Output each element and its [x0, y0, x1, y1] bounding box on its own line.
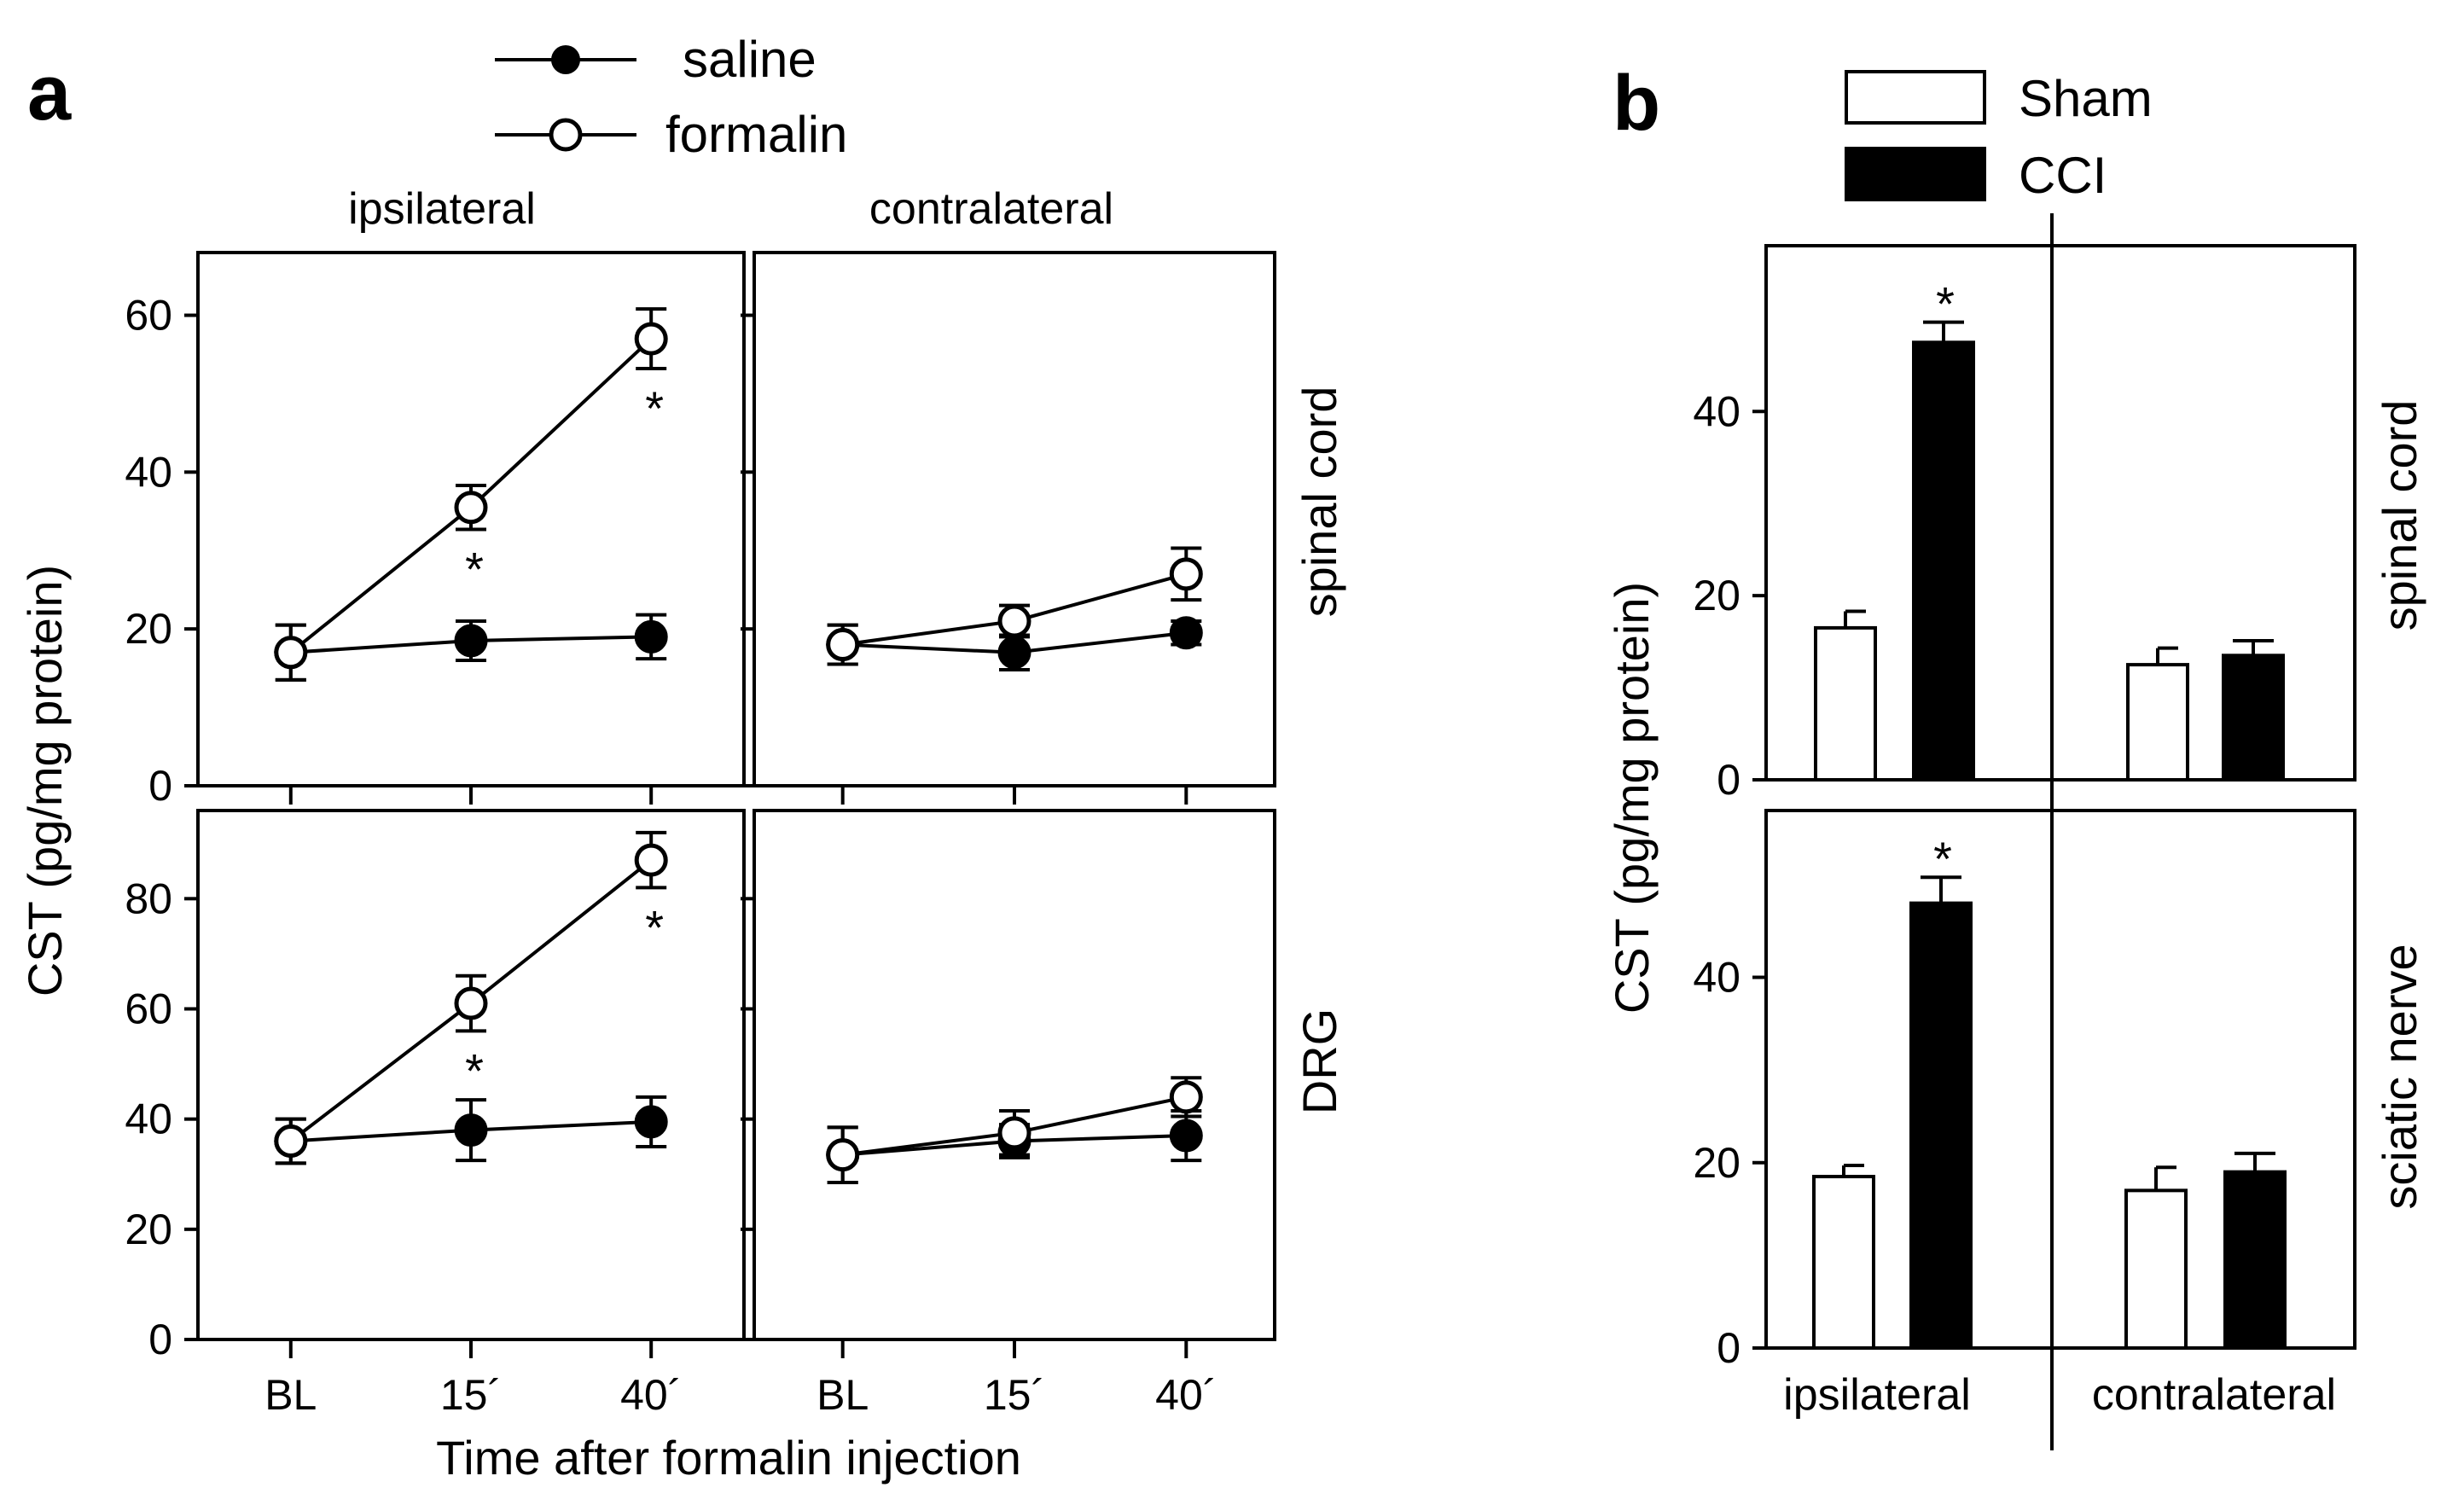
legend-formalin-marker [549, 118, 583, 152]
a-ipsilateral-drg-xtick-label-40: 40´ [620, 1371, 682, 1419]
a-contralateral-drg-frame [753, 809, 1276, 1341]
a-contralateral-spinal-cord-plot [741, 251, 1276, 805]
legend-sham-label: Sham [2019, 70, 2153, 127]
b-sciatic-nerve-contralateral-sham-bar [2124, 1188, 2188, 1351]
panel-b-category-label-ipsilateral: ipsilateral [1783, 1370, 1971, 1420]
b-spinal-cord-ipsilateral-cci-significance: * [1936, 277, 1955, 331]
b-spinal-cord-plot: 0 20 40 * [1693, 244, 2356, 804]
b-spinal-cord-frame [1764, 244, 2356, 782]
legend-formalin-label: formalin [665, 106, 847, 163]
column-label-ipsilateral: ipsilateral [348, 184, 536, 234]
a-ipsilateral-spinal-cord-formalin-point-1 [454, 491, 488, 525]
panel-b-letter: b [1613, 60, 1660, 147]
a-ipsilateral-drg-xtick-label-bl: BL [264, 1371, 317, 1419]
a-contralateral-spinal-cord-saline-point-2 [1169, 616, 1203, 650]
a-ipsilateral-spinal-cord-ytick-label-40: 40 [125, 448, 172, 496]
b-spinal-cord-contralateral-sham-bar [2126, 663, 2189, 782]
b-sciatic-nerve-ipsilateral-cci-significance: * [1933, 832, 1952, 886]
a-ipsilateral-drg-plot: 0 20 40 60 80 BL 15´ 40´ * * [125, 809, 746, 1419]
a-ipsilateral-spinal-cord-saline-point-2 [634, 619, 668, 654]
a-ipsilateral-spinal-cord-ytick-label-0: 0 [148, 762, 172, 810]
b-spinal-cord-ytick-label-40: 40 [1693, 387, 1740, 435]
b-sciatic-nerve-frame [1764, 809, 2356, 1350]
a-ipsilateral-spinal-cord-formalin-point-2 [634, 322, 668, 356]
b-sciatic-nerve-ipsilateral-cci-bar [1909, 901, 1973, 1351]
a-contralateral-spinal-cord-formalin-point-1 [997, 604, 1032, 638]
a-ipsilateral-drg-ytick-label-80: 80 [125, 875, 172, 922]
a-contralateral-spinal-cord-frame [753, 251, 1276, 787]
a-ipsilateral-drg-formalin-point-2 [634, 843, 668, 877]
a-ipsilateral-drg-ytick-label-20: 20 [125, 1206, 172, 1253]
a-ipsilateral-drg-formalin-point-1 [454, 986, 488, 1020]
b-spinal-cord-ytick-label-20: 20 [1693, 572, 1740, 619]
panel-b-category-label-contralateral: contralateral [2092, 1370, 2336, 1420]
a-ipsilateral-drg-xtick-label-15: 15´ [440, 1371, 502, 1419]
legend-cci-label: CCI [2019, 147, 2107, 204]
legend-a: saline formalin [495, 31, 847, 163]
legend-sham-swatch [1845, 70, 1986, 125]
b-sciatic-nerve-ytick-label-20: 20 [1693, 1139, 1740, 1187]
row-label-spinal-cord-a: spinal cord [1293, 386, 1346, 618]
a-contralateral-spinal-cord-formalin-point-0 [826, 628, 860, 662]
a-ipsilateral-spinal-cord-formalin-significance-2: * [645, 381, 664, 435]
b-spinal-cord-ipsilateral-sham-bar [1814, 625, 1877, 782]
a-ipsilateral-drg-formalin-point-0 [274, 1124, 308, 1158]
legend-saline-label: saline [683, 31, 816, 88]
column-label-contralateral: contralateral [869, 184, 1113, 234]
panel-a-plots: 0 20 40 60 * * 0 20 40 60 80 BL 15´ 40´ * * BL 15´ 40´ [125, 251, 1276, 1419]
a-ipsilateral-spinal-cord-ytick-label-60: 60 [125, 292, 172, 340]
b-spinal-cord-contralateral-cci-bar [2222, 654, 2285, 782]
a-ipsilateral-spinal-cord-formalin-significance-1: * [465, 542, 484, 596]
a-contralateral-drg-xtick-label-15: 15´ [984, 1371, 1045, 1419]
a-ipsilateral-drg-saline-point-2 [634, 1105, 668, 1139]
a-contralateral-drg-formalin-point-2 [1169, 1080, 1203, 1114]
a-ipsilateral-drg-formalin-significance-2: * [645, 900, 664, 954]
a-ipsilateral-spinal-cord-formalin-point-0 [274, 636, 308, 670]
a-ipsilateral-drg-ytick-label-0: 0 [148, 1316, 172, 1363]
panel-a-x-axis-title: Time after formalin injection [436, 1431, 1021, 1485]
row-label-spinal-cord-b: spinal cord [2373, 400, 2426, 631]
a-ipsilateral-drg-saline-point-1 [454, 1113, 488, 1148]
panel-a-letter: a [27, 49, 72, 137]
b-sciatic-nerve-ipsilateral-sham-bar [1812, 1175, 1875, 1351]
a-contralateral-drg-xtick-label-40: 40´ [1155, 1371, 1217, 1419]
legend-cci-swatch [1845, 147, 1986, 201]
b-sciatic-nerve-ytick-label-0: 0 [1717, 1324, 1740, 1372]
panel-a-y-axis-title: CST (pg/mg protein) [18, 565, 72, 997]
legend-b: Sham CCI [1845, 70, 2153, 204]
a-contralateral-spinal-cord-formalin-point-2 [1169, 557, 1203, 591]
a-contralateral-drg-saline-point-2 [1169, 1119, 1203, 1153]
a-contralateral-drg-formalin-point-0 [826, 1138, 860, 1172]
row-label-sciatic-nerve: sciatic nerve [2373, 944, 2426, 1209]
a-contralateral-spinal-cord-saline-point-1 [997, 636, 1032, 670]
legend-saline-marker [551, 45, 580, 74]
a-ipsilateral-spinal-cord-plot: 0 20 40 60 * * [125, 251, 746, 810]
b-spinal-cord-ytick-label-0: 0 [1717, 756, 1740, 804]
a-contralateral-drg-formalin-point-1 [997, 1116, 1032, 1150]
b-spinal-cord-ipsilateral-cci-bar [1912, 340, 1975, 782]
a-ipsilateral-drg-formalin-significance-1: * [465, 1043, 484, 1097]
row-label-drg: DRG [1293, 1008, 1346, 1114]
a-ipsilateral-spinal-cord-ytick-label-20: 20 [125, 605, 172, 653]
panel-b-plots: 0 20 40 * 0 20 40 * ipsilateral contralateral [1693, 213, 2356, 1450]
a-contralateral-drg-xtick-label-bl: BL [816, 1371, 869, 1419]
b-sciatic-nerve-plot: 0 20 40 * [1693, 809, 2356, 1372]
a-ipsilateral-spinal-cord-saline-point-1 [454, 624, 488, 658]
a-ipsilateral-drg-ytick-label-60: 60 [125, 985, 172, 1033]
panel-b-y-axis-title: CST (pg/mg protein) [1605, 582, 1659, 1014]
a-ipsilateral-drg-ytick-label-40: 40 [125, 1095, 172, 1143]
b-sciatic-nerve-contralateral-cci-bar [2223, 1170, 2287, 1351]
a-contralateral-drg-plot: BL 15´ 40´ [741, 809, 1276, 1419]
b-sciatic-nerve-ytick-label-40: 40 [1693, 954, 1740, 1002]
